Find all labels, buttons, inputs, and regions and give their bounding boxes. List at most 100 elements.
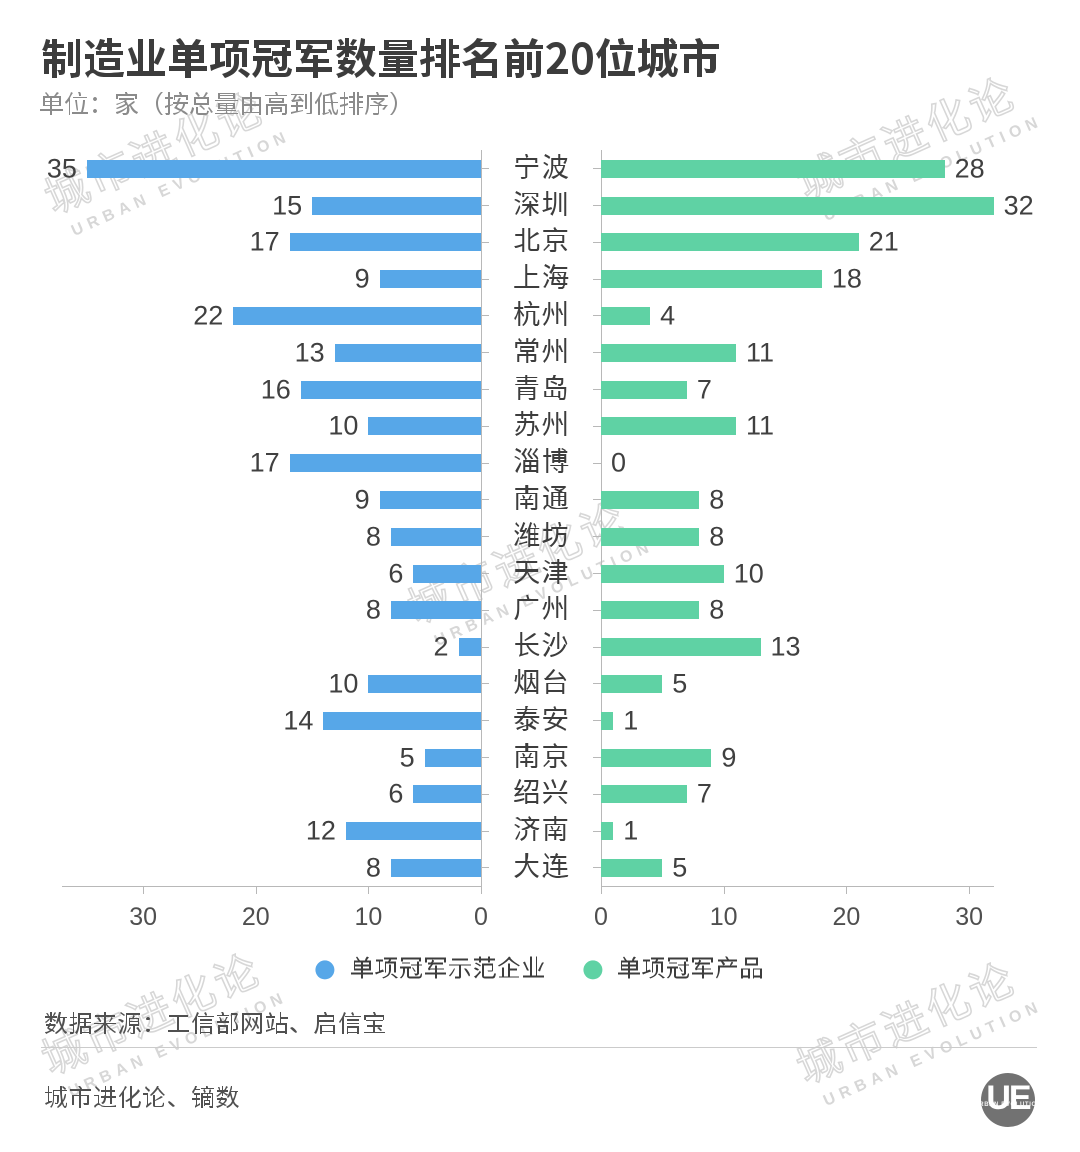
bar-demo-深圳: 15 [272,192,481,219]
category-label-wrap-烟台: 烟台 [513,668,569,700]
category-label-北京: 北京 [513,226,569,253]
category-tick-left [481,462,489,464]
category-label-天津-text: 天津 [513,585,514,586]
category-label-wrap-深圳: 深圳 [513,190,569,222]
category-tick-right [593,720,601,722]
x-tick-label-right: 20 [832,903,861,931]
category-label-wrap-青岛: 青岛 [513,374,569,406]
value-label-product-泰安: 1 [623,705,639,736]
category-label-大连: 大连 [513,852,569,879]
category-label-长沙: 长沙 [513,631,569,658]
category-label-宁波: 宁波 [513,153,569,180]
category-tick-right [593,609,601,611]
bar-product-长沙: 13 [601,633,801,660]
bar-product-济南: 1 [601,817,638,844]
x-tick-label-left: 20 [241,903,270,931]
category-label-wrap-苏州: 苏州 [513,410,569,442]
category-tick-right [593,168,601,170]
category-tick-left [481,315,489,317]
category-tick-right [593,499,601,501]
x-tick-label-right: 0 [594,903,608,931]
bar-product-上海: 18 [601,265,862,292]
bar-product-杭州: 4 [601,302,675,329]
watermark-cjk-text: 城市进化论 [819,229,820,230]
bar-demo-济南: 12 [306,817,481,844]
category-label-泰安: 泰安 [513,705,569,732]
value-label-demo-烟台: 10 [328,668,359,699]
x-tick-left [481,886,482,895]
value-label-demo-绍兴: 6 [388,778,404,809]
category-label-杭州-text: 杭州 [513,327,514,328]
bar-demo-常州: 13 [295,339,481,366]
category-label-wrap-北京: 北京 [513,226,569,258]
category-label-北京-text: 北京 [513,253,514,254]
category-label-上海-text: 上海 [513,290,514,291]
category-label-wrap-广州: 广州 [513,594,569,626]
ue-logo-monogram: UE [986,1078,1031,1117]
category-label-烟台-text: 烟台 [513,695,514,696]
value-label-demo-深圳: 15 [272,190,303,220]
category-tick-right [593,757,601,758]
watermark-cjk-text: 城市进化论 [67,244,68,245]
value-label-demo-宁波: 35 [46,153,77,184]
x-tick-left [143,886,145,895]
bar-demo-泰安: 14 [283,707,481,734]
category-label-常州: 常州 [513,337,569,364]
category-label-淄博-text: 淄博 [513,474,514,475]
category-label-深圳-text: 深圳 [513,217,514,218]
right-category-axis [601,150,602,887]
category-label-绍兴-text: 绍兴 [513,805,514,806]
value-label-product-南京: 9 [721,742,737,772]
category-label-青岛: 青岛 [513,374,569,401]
legend-dot-product [583,960,603,980]
value-label-product-绍兴: 7 [696,778,712,809]
value-label-demo-济南: 12 [305,815,336,846]
x-tick-right [601,886,602,895]
category-tick-right [593,205,601,206]
value-label-product-长沙: 13 [770,631,801,662]
value-label-demo-广州: 8 [365,594,381,625]
category-label-wrap-常州: 常州 [513,337,569,369]
category-tick-right [593,646,601,648]
legend-label-product-glyphs: 单项冠军产品 [617,956,764,980]
category-tick-left [481,168,489,170]
credit-glyphs-text: 城市进化论、镝数 [44,1109,45,1110]
right-value-axis [601,886,994,888]
category-label-wrap-绍兴: 绍兴 [513,778,569,810]
bar-demo-宁波: 35 [47,155,481,182]
x-tick-label-left: 0 [474,903,488,931]
value-label-demo-潍坊: 8 [365,521,381,552]
category-label-济南: 济南 [513,815,569,842]
value-label-demo-南通: 9 [354,484,370,515]
category-label-杭州: 杭州 [513,300,569,327]
category-label-南京-text: 南京 [513,769,514,770]
chart-subtitle-glyphs: 单位：家（按总量由高到低排序） [39,91,414,116]
value-label-product-北京: 21 [868,226,899,257]
bar-demo-烟台: 10 [328,670,481,697]
category-label-广州: 广州 [513,594,569,621]
value-label-demo-淄博: 17 [249,447,280,478]
page-title: 制造业单项冠军数量排名前20位城市 [41,37,721,84]
bar-demo-南通: 9 [355,486,481,513]
category-tick-left [481,757,489,758]
category-tick-left [481,241,489,243]
value-label-product-南通: 8 [709,484,725,515]
data-source-glyphs: 数据来源：工信部网站、启信宝 [44,1011,387,1035]
category-tick-right [593,278,601,280]
legend-label-demo-glyphs: 单项冠军示范企业 [350,956,546,980]
category-label-宁波-text: 宁波 [513,180,514,181]
category-label-wrap-南京: 南京 [513,742,569,774]
category-label-南通-text: 南通 [513,511,514,512]
bar-demo-淄博: 17 [250,449,481,476]
value-label-product-潍坊: 8 [709,521,725,552]
category-tick-right [593,389,601,390]
value-label-demo-天津: 6 [388,558,404,588]
value-label-product-大连: 5 [672,852,688,883]
category-label-上海: 上海 [513,263,569,290]
credit-glyphs: 城市进化论、镝数 [44,1085,240,1109]
bar-product-苏州: 11 [601,412,774,439]
category-tick-left [481,683,489,685]
category-tick-left [481,205,489,206]
x-tick-label-left: 30 [129,903,158,931]
